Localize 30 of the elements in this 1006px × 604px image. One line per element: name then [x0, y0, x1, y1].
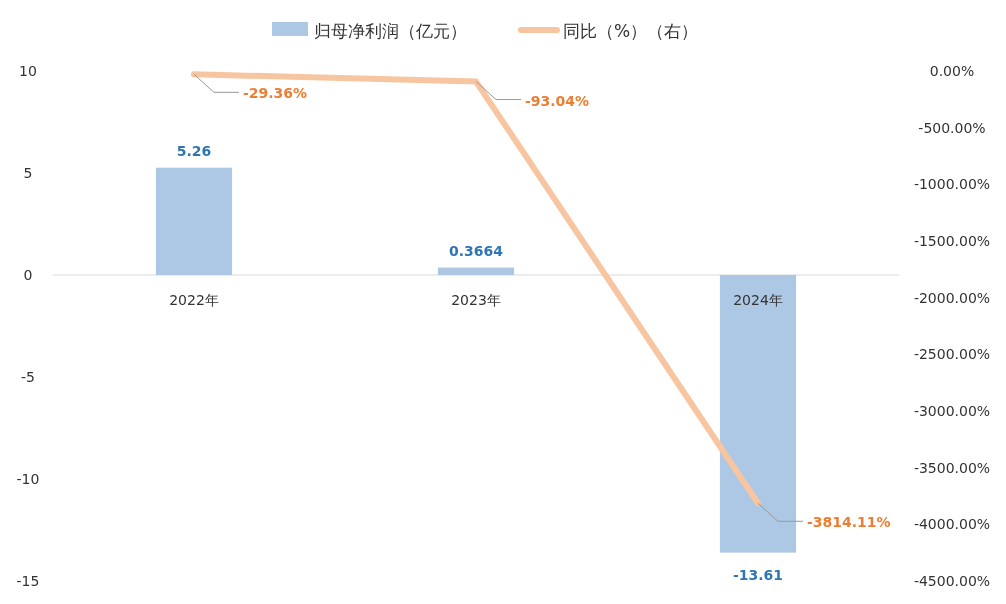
x-tick-label: 2022年 — [169, 292, 219, 308]
y-tick-label: 10 — [19, 63, 37, 79]
y2-tick-label: -1000.00% — [913, 176, 991, 193]
data-label: -3814.11% — [807, 514, 891, 531]
data-label: 0.3664 — [448, 242, 504, 259]
y-tick-label: 0 — [23, 267, 33, 283]
y2-tick-label: 0.00% — [929, 63, 975, 79]
data-label: -29.36% — [243, 85, 308, 102]
legend-label: 同比（%）（右） — [563, 21, 699, 41]
data-label: -13.61 — [732, 566, 784, 583]
y2-tick-label: -2500.00% — [913, 346, 991, 363]
y-tick-label: -15 — [16, 573, 40, 589]
y-tick-label: -10 — [16, 471, 40, 487]
data-label: -93.04% — [525, 92, 590, 109]
bar — [719, 275, 797, 553]
y2-tick-label: -2000.00% — [913, 289, 991, 306]
y2-tick-label: -3000.00% — [913, 403, 991, 419]
legend-label: 归母净利润（亿元） — [314, 21, 467, 41]
x-tick-label: 2023年 — [451, 292, 501, 308]
bar — [155, 167, 233, 275]
y-tick-label: 5 — [23, 165, 33, 181]
y2-tick-label: -4000.00% — [913, 516, 991, 533]
x-tick-label: 2024年 — [733, 292, 783, 308]
data-label: 5.26 — [176, 142, 212, 159]
y2-tick-label: -500.00% — [918, 119, 986, 136]
y2-tick-label: -4500.00% — [913, 573, 991, 589]
bar — [437, 267, 515, 275]
y-tick-label: -5 — [21, 369, 35, 385]
y2-tick-label: -3500.00% — [913, 459, 991, 476]
y2-tick-label: -1500.00% — [913, 233, 991, 249]
